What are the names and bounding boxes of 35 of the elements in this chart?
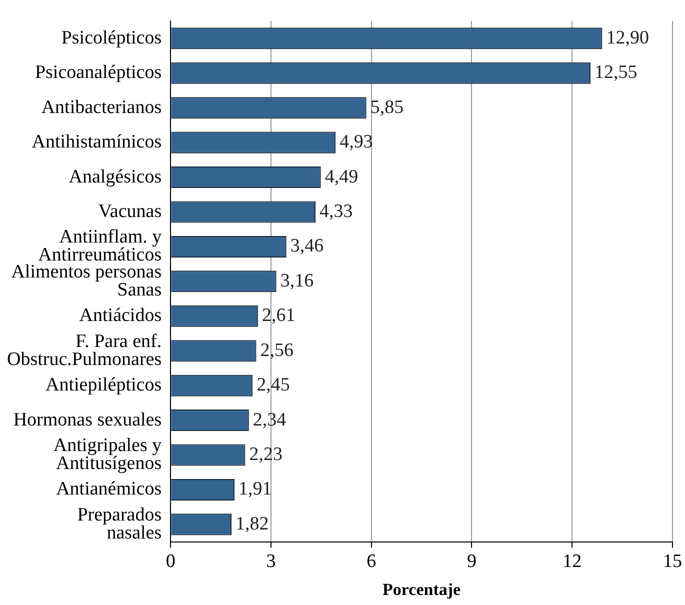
data-label: 2,34: [252, 409, 287, 430]
y-tick-label: Antigripales y Antitusígenos: [53, 434, 162, 474]
x-tick-label: 12: [562, 551, 582, 572]
y-tick-label: Antianémicos: [56, 478, 162, 500]
y-tick-label: Antiepilépticos: [46, 374, 162, 396]
data-label: 1,91: [238, 478, 272, 500]
y-tick-label: Vacunas: [98, 200, 162, 222]
data-label: 4,49: [324, 166, 358, 188]
data-label: 5,85: [370, 96, 404, 118]
data-label: 2,56: [260, 340, 294, 361]
data-label: 2,45: [256, 374, 290, 396]
y-tick-label: Antibacterianos: [41, 96, 162, 118]
y-tick-label: Hormonas sexuales: [13, 409, 162, 430]
x-tick-label: 15: [663, 551, 682, 572]
data-label: 12,90: [606, 27, 649, 48]
data-label: 4,33: [319, 200, 353, 222]
data-label: 3,46: [290, 236, 324, 257]
data-label: 3,16: [280, 270, 314, 292]
y-tick-label: Antiácidos: [79, 305, 162, 326]
data-label: 12,55: [594, 62, 638, 84]
x-tick-label: 3: [266, 551, 276, 572]
y-tick-label: Psicoanalépticos: [34, 62, 162, 84]
x-tick-label: 9: [466, 551, 476, 572]
y-tick-label: F. Para enf. Obstruc.Pulmonares: [6, 330, 162, 370]
data-label: 2,23: [249, 444, 282, 465]
y-tick-label: Antihistamínicos: [32, 132, 162, 153]
data-label: 4,93: [340, 132, 373, 153]
x-axis-title: Porcentaje: [382, 580, 462, 600]
y-tick-label: Psicolépticos: [61, 27, 162, 48]
data-label: 1,82: [236, 513, 269, 534]
data-label: 2,61: [262, 305, 296, 326]
x-tick-label: 0: [166, 551, 176, 572]
y-tick-label: Preparados nasales: [77, 504, 162, 544]
x-tick-label: 6: [366, 551, 376, 572]
y-tick-label: Analgésicos: [68, 166, 162, 188]
